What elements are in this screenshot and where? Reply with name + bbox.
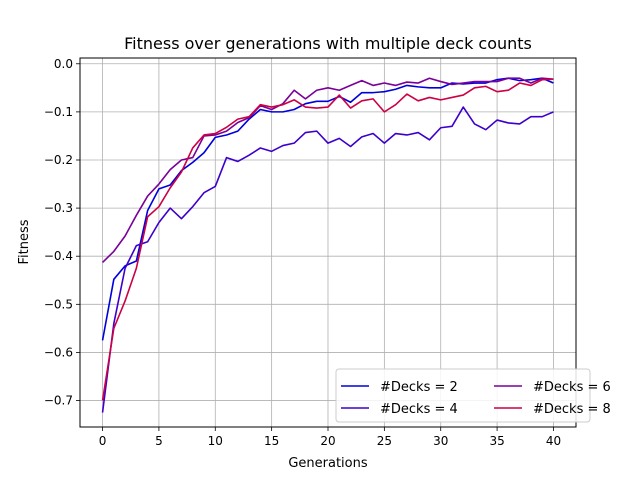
x-tick-label: 35 (489, 434, 504, 448)
x-tick-label: 15 (264, 434, 279, 448)
chart-title: Fitness over generations with multiple d… (124, 34, 532, 53)
y-tick-label: 0.0 (54, 57, 73, 71)
x-tick-label: 5 (155, 434, 163, 448)
series-line-decks-3 (101, 77, 554, 264)
series-line-decks-1 (101, 77, 554, 341)
legend-box (335, 368, 591, 423)
y-axis-label: Fitness (17, 219, 32, 264)
y-tick-label: −0.2 (44, 153, 73, 167)
x-tick-label: 20 (320, 434, 335, 448)
y-tick-label: −0.7 (44, 394, 73, 408)
y-tick-label: −0.1 (44, 105, 73, 119)
x-tick-label: 0 (99, 434, 107, 448)
y-axis: 0.0 −0.1 −0.2 −0.3 −0.4 −0.5 −0.6 −0.7 (44, 57, 80, 408)
series-line-decks-2 (101, 106, 554, 413)
x-tick-label: 40 (546, 434, 561, 448)
series-line-decks-4 (101, 78, 554, 401)
x-tick-label: 25 (377, 434, 392, 448)
legend-label: #Decks = 2 (380, 380, 458, 395)
legend-label: #Decks = 8 (533, 402, 611, 417)
y-tick-label: −0.5 (44, 297, 73, 311)
x-axis: 0 5 10 15 20 25 30 35 40 (99, 427, 561, 448)
legend-label: #Decks = 6 (533, 380, 611, 395)
x-tick-label: 10 (208, 434, 223, 448)
y-tick-label: −0.6 (44, 345, 73, 359)
legend-label: #Decks = 4 (380, 402, 458, 417)
y-tick-label: −0.4 (44, 249, 73, 263)
legend: #Decks = 2 #Decks = 4 #Decks = 6 #Decks = 8 (335, 368, 611, 423)
x-tick-label: 30 (433, 434, 448, 448)
series-lines (101, 77, 554, 413)
x-axis-label: Generations (288, 456, 368, 471)
y-tick-label: −0.3 (44, 201, 73, 215)
